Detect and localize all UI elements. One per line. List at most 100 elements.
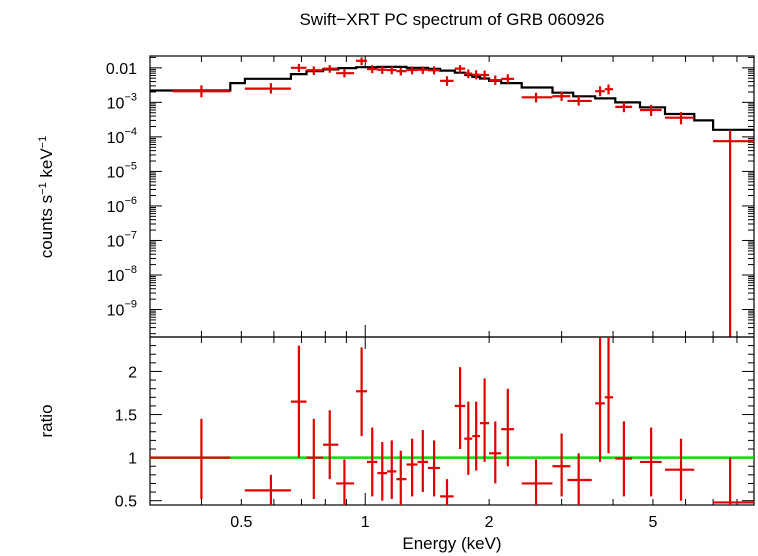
data-point (521, 92, 553, 103)
data-point (367, 427, 378, 497)
x-tick-label: 0.5 (230, 514, 252, 531)
data-point (377, 66, 388, 74)
data-point (440, 76, 454, 86)
y-tick-base: 10 (107, 95, 125, 112)
data-point (479, 70, 490, 80)
data-point (464, 401, 473, 475)
data-point (639, 427, 662, 497)
data-point (150, 418, 231, 499)
data-point (595, 337, 605, 462)
y-tick-exponent: −8 (124, 264, 137, 276)
data-point (396, 450, 407, 505)
ratio-data-points (150, 337, 754, 505)
data-point (323, 410, 339, 480)
data-point (417, 66, 428, 74)
data-point (387, 66, 397, 75)
y-tick-label: 10−3 (107, 91, 137, 112)
data-point (454, 367, 466, 449)
y-tick-label: 10−6 (107, 195, 137, 216)
ratio-x-ticks: 0.5 1 2 5 (149, 337, 738, 531)
data-point (172, 85, 231, 98)
x-tick-label: 1 (361, 514, 370, 531)
data-point (244, 474, 291, 505)
data-point (290, 63, 307, 73)
data-point (501, 74, 515, 84)
ylabel-exp-1: −1 (37, 182, 49, 195)
y-tick-base: 0.01 (106, 61, 137, 78)
data-point (356, 347, 368, 437)
y-tick-label: 10−5 (107, 160, 137, 181)
model-step-line (150, 65, 754, 131)
data-point (427, 440, 441, 497)
spectrum-x-ticks (149, 56, 738, 337)
y-tick-label: 2 (128, 364, 137, 381)
y-tick-label: 10−8 (107, 264, 137, 285)
data-point (323, 65, 339, 73)
spectrum-y-axis-label: counts s−1 keV−1 (37, 136, 56, 258)
ratio-y-axis-label: ratio (37, 404, 56, 437)
data-point (336, 69, 355, 78)
data-point (377, 442, 388, 501)
ylabel-kev: keV (37, 148, 56, 183)
data-point (306, 66, 324, 75)
y-tick-exponent: −3 (124, 91, 137, 103)
y-tick-exponent: −9 (124, 299, 137, 311)
data-point (387, 440, 397, 499)
y-tick-exponent: −7 (124, 229, 137, 241)
x-axis-label: Energy (keV) (402, 534, 501, 553)
data-point (440, 479, 454, 505)
data-point (615, 421, 633, 497)
y-tick-base: 10 (107, 268, 125, 285)
data-point (489, 75, 502, 85)
y-tick-exponent: −5 (124, 160, 137, 172)
y-tick-base: 10 (107, 199, 125, 216)
y-tick-label: 1 (128, 451, 137, 468)
data-point (417, 430, 428, 493)
data-point (290, 345, 307, 458)
data-point (472, 401, 480, 471)
ratio-panel: 0.5 1 1.5 2 0.5 1 2 5 ratio Energy (keV) (37, 336, 755, 553)
data-point (639, 104, 662, 117)
data-point (615, 102, 633, 113)
data-point (713, 129, 754, 337)
ratio-frame (149, 336, 755, 506)
y-tick-base: 10 (107, 303, 125, 320)
y-tick-label: 10−7 (107, 229, 137, 250)
data-point (454, 65, 466, 73)
data-point (489, 421, 502, 484)
y-tick-exponent: −6 (124, 195, 137, 207)
y-tick-label: 0.01 (106, 61, 137, 78)
x-tick-label: 5 (648, 514, 657, 531)
y-tick-label: 10−4 (107, 126, 137, 147)
data-point (306, 418, 324, 499)
y-tick-base: 10 (107, 233, 125, 250)
data-point (552, 91, 571, 101)
data-point (472, 70, 480, 80)
ylabel-exp-2: −1 (37, 136, 49, 149)
data-point (604, 337, 614, 454)
data-point (665, 112, 695, 125)
data-point (665, 438, 695, 501)
data-point (479, 378, 490, 462)
data-point (406, 438, 418, 497)
data-point (367, 65, 378, 74)
data-point (244, 83, 291, 94)
data-point (336, 459, 355, 505)
y-tick-label: 0.5 (115, 494, 137, 511)
y-tick-base: 10 (107, 164, 125, 181)
data-point (713, 457, 754, 505)
data-point (356, 57, 368, 66)
y-tick-label: 1.5 (115, 408, 137, 425)
data-point (552, 433, 571, 497)
spectrum-data-points (172, 57, 754, 337)
y-tick-base: 10 (107, 130, 125, 147)
ylabel-counts: counts s (37, 195, 56, 258)
data-point (567, 96, 592, 106)
data-point (406, 66, 418, 75)
x-tick-label: 2 (485, 514, 494, 531)
data-point (604, 84, 614, 95)
spectrum-frame (149, 55, 755, 338)
data-point (501, 388, 515, 467)
